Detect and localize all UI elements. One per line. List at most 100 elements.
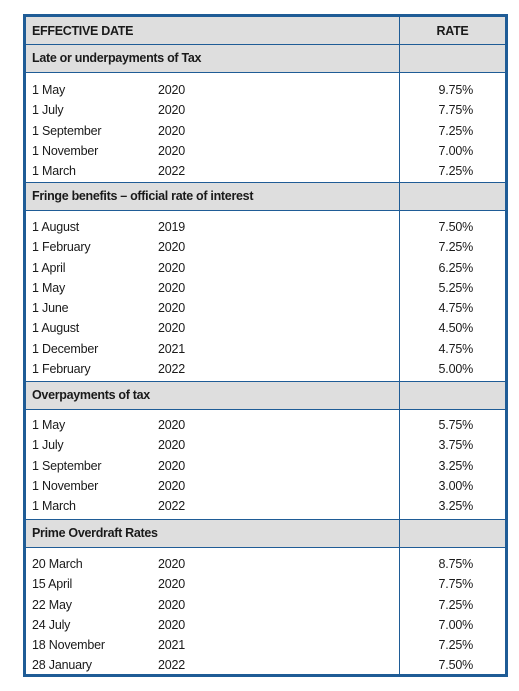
- rate-cell: 7.50%: [438, 658, 474, 673]
- section-header: Fringe benefits – official rate of inter…: [26, 182, 505, 211]
- rate-cell: 4.75%: [438, 301, 474, 316]
- table-row: 1 November 2020 3.00%: [26, 476, 505, 496]
- table-row: 1 July 2020 7.75%: [26, 100, 505, 120]
- rate-cell: 7.25%: [438, 164, 474, 179]
- year-cell: 2020: [158, 597, 186, 612]
- rate-cell: 9.75%: [438, 83, 474, 97]
- year-cell: 2020: [158, 301, 186, 316]
- date-cell: 28 January: [32, 658, 92, 673]
- table-row: 1 May 2020 9.75%: [26, 80, 505, 100]
- year-cell: 2020: [158, 260, 186, 275]
- date-cell: 1 November: [32, 143, 99, 158]
- table-header: EFFECTIVE DATE RATE: [26, 17, 505, 46]
- rate-cell: 7.00%: [438, 617, 474, 632]
- table-row: 1 May 2020 5.25%: [26, 278, 505, 298]
- rate-cell: 3.00%: [438, 478, 474, 493]
- year-cell: 2020: [158, 478, 186, 493]
- year-cell: 2022: [158, 164, 186, 179]
- table-row: 1 April 2020 6.25%: [26, 258, 505, 278]
- date-cell: 22 May: [32, 597, 72, 612]
- rate-cell: 6.25%: [438, 260, 474, 275]
- year-cell: 2022: [158, 362, 186, 377]
- year-cell: 2019: [158, 220, 186, 234]
- year-cell: 2020: [158, 240, 186, 255]
- year-cell: 2020: [158, 577, 186, 592]
- rate-cell: 4.50%: [438, 321, 474, 336]
- year-cell: 2021: [158, 341, 186, 356]
- year-cell: 2020: [158, 557, 186, 571]
- date-cell: 1 May: [32, 280, 66, 295]
- date-cell: 1 May: [32, 83, 66, 97]
- rates-table: EFFECTIVE DATE RATE Late or underpayment…: [23, 14, 508, 677]
- year-cell: 2021: [158, 638, 186, 653]
- section-header: Overpayments of tax: [26, 381, 505, 410]
- section-title: Fringe benefits – official rate of inter…: [32, 189, 254, 203]
- effective-date-header: EFFECTIVE DATE: [32, 24, 134, 38]
- section-header: Late or underpayments of Tax: [26, 44, 505, 73]
- date-cell: 24 July: [32, 617, 71, 632]
- date-cell: 1 February: [32, 240, 91, 255]
- year-cell: 2020: [158, 418, 186, 432]
- date-cell: 1 May: [32, 418, 66, 432]
- table-row: 1 March 2022 7.25%: [26, 161, 505, 181]
- date-cell: 18 November: [32, 638, 105, 653]
- date-cell: 1 April: [32, 260, 66, 275]
- date-cell: 1 March: [32, 164, 76, 179]
- rate-cell: 8.75%: [438, 557, 474, 571]
- year-cell: 2020: [158, 143, 186, 158]
- date-cell: 1 July: [32, 438, 64, 453]
- rate-cell: 5.25%: [438, 280, 474, 295]
- date-cell: 20 March: [32, 557, 83, 571]
- date-cell: 15 April: [32, 577, 73, 592]
- table-row: 1 December 2021 4.75%: [26, 339, 505, 359]
- table-row: 1 February 2022 5.00%: [26, 359, 505, 379]
- rate-cell: 7.50%: [438, 220, 474, 234]
- table-row: 20 March 2020 8.75%: [26, 554, 505, 574]
- rate-cell: 7.25%: [438, 597, 474, 612]
- section-rows: 20 March 2020 8.75% 15 April 2020 7.75% 22 M…: [26, 554, 505, 676]
- year-cell: 2020: [158, 123, 186, 138]
- date-cell: 1 December: [32, 341, 99, 356]
- year-cell: 2020: [158, 617, 186, 632]
- rate-cell: 7.25%: [438, 638, 474, 653]
- section-title: Late or underpayments of Tax: [32, 51, 202, 65]
- date-cell: 1 March: [32, 499, 76, 514]
- table-row: 15 April 2020 7.75%: [26, 574, 505, 594]
- section-rows: 1 May 2020 9.75% 1 July 2020 7.75% 1 Septemb…: [26, 80, 505, 181]
- rate-cell: 4.75%: [438, 341, 474, 356]
- date-cell: 1 September: [32, 458, 102, 473]
- date-cell: 1 June: [32, 301, 69, 316]
- table-row: 1 August 2020 4.50%: [26, 318, 505, 338]
- rate-cell: 7.25%: [438, 123, 474, 138]
- year-cell: 2022: [158, 658, 186, 673]
- table-row: 1 September 2020 3.25%: [26, 456, 505, 476]
- year-cell: 2022: [158, 499, 186, 514]
- section-title: Overpayments of tax: [32, 388, 150, 402]
- year-cell: 2020: [158, 103, 186, 118]
- date-cell: 1 July: [32, 103, 64, 118]
- rate-cell: 7.00%: [438, 143, 474, 158]
- table-row: 22 May 2020 7.25%: [26, 595, 505, 615]
- date-cell: 1 September: [32, 123, 102, 138]
- date-cell: 1 February: [32, 362, 91, 377]
- rate-cell: 7.25%: [438, 240, 474, 255]
- year-cell: 2020: [158, 280, 186, 295]
- table-row: 1 July 2020 3.75%: [26, 435, 505, 455]
- table-row: 1 August 2019 7.50%: [26, 217, 505, 237]
- rate-cell: 5.75%: [438, 418, 474, 432]
- rate-cell: 3.25%: [438, 499, 474, 514]
- rate-cell: 5.00%: [438, 362, 474, 377]
- table-row: 24 July 2020 7.00%: [26, 615, 505, 635]
- rate-cell: 3.75%: [438, 438, 474, 453]
- section-rows: 1 May 2020 5.75% 1 July 2020 3.75% 1 Septemb…: [26, 415, 505, 516]
- table-row: 1 March 2022 3.25%: [26, 496, 505, 516]
- year-cell: 2020: [158, 458, 186, 473]
- table-row: 1 November 2020 7.00%: [26, 141, 505, 161]
- table-row: 1 February 2020 7.25%: [26, 237, 505, 257]
- rate-header: RATE: [436, 24, 469, 38]
- section-title: Prime Overdraft Rates: [32, 526, 158, 540]
- date-cell: 1 August: [32, 321, 80, 336]
- rate-cell: 3.25%: [438, 458, 474, 473]
- year-cell: 2020: [158, 83, 186, 97]
- section-rows: 1 August 2019 7.50% 1 February 2020 7.25% 1 …: [26, 217, 505, 379]
